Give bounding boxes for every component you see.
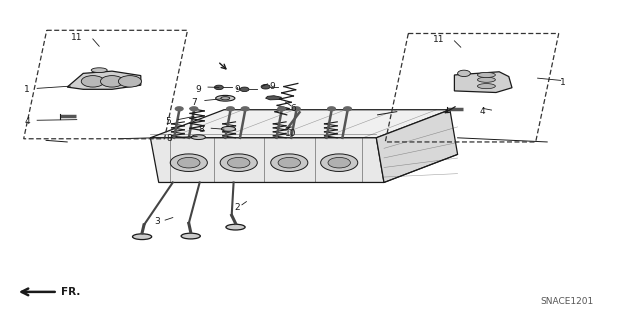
Ellipse shape [278, 158, 301, 168]
Text: 11: 11 [433, 35, 444, 44]
Circle shape [261, 85, 270, 89]
Text: 1: 1 [561, 78, 566, 87]
Circle shape [458, 70, 470, 77]
Ellipse shape [216, 95, 235, 101]
Text: 8: 8 [199, 125, 204, 134]
Circle shape [240, 87, 249, 92]
Ellipse shape [477, 72, 495, 78]
Text: 11: 11 [71, 33, 83, 42]
Text: FR.: FR. [61, 287, 80, 297]
Text: 1: 1 [24, 85, 29, 94]
Ellipse shape [477, 77, 495, 82]
Circle shape [190, 107, 198, 111]
Ellipse shape [220, 154, 257, 172]
Circle shape [81, 76, 104, 87]
Polygon shape [150, 138, 384, 182]
Circle shape [241, 107, 249, 111]
Text: 4: 4 [479, 107, 484, 116]
Polygon shape [67, 71, 141, 89]
Circle shape [328, 107, 335, 111]
Circle shape [278, 107, 285, 111]
Text: 5: 5 [165, 117, 170, 126]
Ellipse shape [271, 154, 308, 172]
Text: 6: 6 [291, 104, 296, 113]
Ellipse shape [132, 234, 152, 240]
Ellipse shape [181, 233, 200, 239]
Ellipse shape [328, 158, 351, 168]
Text: 2: 2 [234, 203, 239, 212]
Polygon shape [150, 110, 450, 138]
Ellipse shape [477, 84, 495, 89]
Ellipse shape [321, 154, 358, 172]
Circle shape [344, 107, 351, 111]
Polygon shape [376, 110, 458, 182]
Circle shape [214, 85, 223, 90]
Circle shape [292, 107, 300, 111]
Text: 7: 7 [191, 98, 196, 107]
Circle shape [118, 76, 141, 87]
Ellipse shape [92, 68, 108, 73]
Polygon shape [266, 96, 282, 100]
Ellipse shape [221, 97, 230, 100]
Ellipse shape [228, 158, 250, 168]
Circle shape [227, 107, 234, 111]
Text: SNACE1201: SNACE1201 [541, 297, 594, 306]
Ellipse shape [178, 158, 200, 168]
Text: 4: 4 [24, 117, 29, 126]
Circle shape [175, 107, 183, 111]
Ellipse shape [221, 126, 236, 131]
Ellipse shape [191, 135, 205, 140]
Text: 9: 9 [269, 82, 275, 91]
Text: 3: 3 [154, 217, 159, 226]
Text: 9: 9 [196, 85, 201, 94]
Ellipse shape [226, 224, 245, 230]
Polygon shape [454, 72, 512, 93]
Text: 10: 10 [285, 129, 297, 137]
Circle shape [100, 76, 124, 87]
Text: 8: 8 [167, 134, 172, 143]
Text: 9: 9 [234, 85, 239, 94]
Ellipse shape [170, 154, 207, 172]
